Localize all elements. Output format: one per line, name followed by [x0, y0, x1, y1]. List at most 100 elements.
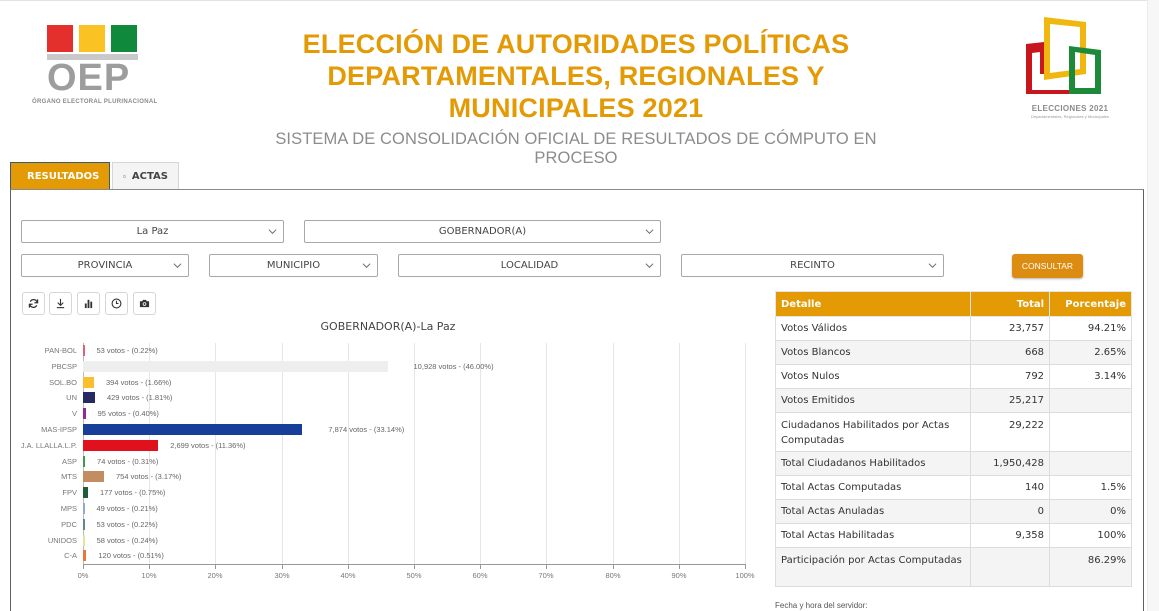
row-label: Votos Blancos: [774, 340, 972, 365]
departamento-select[interactable]: La Paz: [21, 220, 284, 243]
chart-button[interactable]: [77, 292, 100, 315]
oep-logo: OEP ÓRGANO ELECTORAL PLURINACIONAL: [30, 20, 160, 112]
row-percentage: 94.21%: [1049, 316, 1132, 341]
chart-bar[interactable]: [83, 345, 85, 356]
row-total: [970, 547, 1051, 587]
table-row: Total Ciudadanos Habilitados 1,950,428: [774, 451, 1132, 476]
row-percentage: 0%: [1049, 499, 1132, 524]
x-tick-label: 40%: [340, 571, 356, 580]
row-percentage: [1049, 451, 1132, 476]
chart-bar[interactable]: [83, 376, 94, 388]
chart-bar[interactable]: [83, 550, 87, 562]
chart-bar[interactable]: [83, 424, 303, 435]
chart-bar[interactable]: [83, 518, 85, 530]
table-row: Participación por Actas Computadas 86.29%: [774, 547, 1132, 587]
chart-bar[interactable]: [83, 503, 85, 514]
chart-bar[interactable]: [83, 360, 388, 372]
row-total: 23,757: [970, 316, 1051, 341]
table-row: Votos Blancos 668 2.65%: [774, 340, 1132, 365]
chart-bar[interactable]: [83, 439, 159, 451]
tab-bar: RESULTADOS ACTAS: [10, 162, 179, 190]
chevron-down-icon: [645, 263, 654, 269]
chart-bar[interactable]: [83, 534, 85, 546]
chart-bar[interactable]: [83, 392, 95, 404]
category-label: MAS-IPSP: [41, 425, 77, 434]
cargo-value: GOBERNADOR(A): [438, 226, 527, 237]
chevron-down-icon: [928, 263, 937, 269]
gridline: [745, 343, 746, 565]
recinto-select[interactable]: RECINTO: [681, 254, 944, 277]
category-label: ASP: [61, 456, 77, 466]
row-percentage: [1049, 388, 1132, 413]
chart-bar[interactable]: [83, 487, 88, 499]
top-border: [0, 0, 1159, 1]
gridline: [679, 343, 680, 565]
x-tick-label: 20%: [207, 571, 223, 580]
bar-value-label: 95 votos - (0.40%): [97, 409, 159, 419]
consultar-button[interactable]: CONSULTAR: [1012, 254, 1083, 278]
table-row: Total Actas Anuladas 0 0%: [774, 499, 1132, 524]
localidad-select[interactable]: LOCALIDAD: [398, 254, 661, 277]
chart-bar-row: ASP 74 votos - (0.31%): [62, 454, 745, 470]
x-tick: [546, 564, 547, 569]
file-icon: [123, 174, 126, 178]
x-tick: [215, 564, 216, 569]
bar-value-label: 53 votos - (0.22%): [96, 346, 158, 355]
bar-value-label: 177 votos - (0.75%): [99, 488, 166, 498]
x-tick-label: 90%: [671, 571, 687, 580]
bar-value-label: 10,928 votos - (46.00%): [413, 361, 494, 371]
results-panel: [10, 189, 1144, 611]
x-tick: [480, 564, 481, 569]
table-row: Total Actas Habilitadas 9,358 100%: [774, 523, 1132, 548]
bar-value-label: 53 votos - (0.22%): [96, 519, 158, 529]
category-label: C-A: [64, 551, 77, 561]
oep-logo-text: OEP: [47, 57, 131, 99]
chart-bar-row: PDC 53 votos - (0.22%): [61, 517, 745, 533]
provincia-select[interactable]: PROVINCIA: [21, 254, 189, 277]
tab-actas[interactable]: ACTAS: [112, 162, 179, 190]
municipio-select[interactable]: MUNICIPIO: [209, 254, 378, 277]
chart-bar-row: UN 429 votos - (1.81%): [66, 390, 745, 406]
chart-bar[interactable]: [83, 408, 86, 420]
category-label: MTS: [61, 472, 77, 482]
download-button[interactable]: [49, 292, 72, 315]
tab-resultados[interactable]: RESULTADOS: [10, 162, 110, 190]
row-label: Total Actas Anuladas: [774, 499, 972, 524]
scrollbar-track[interactable]: [1147, 0, 1159, 611]
bar-value-label: 754 votos - (3.17%): [115, 472, 182, 482]
x-tick: [282, 564, 283, 569]
category-label: FPV: [62, 488, 77, 498]
bar-value-label: 49 votos - (0.21%): [96, 504, 158, 513]
x-tick: [745, 564, 746, 569]
bar-value-label: 58 votos - (0.24%): [96, 535, 158, 545]
bar-value-label: 120 votos - (0.51%): [98, 551, 164, 561]
bar-value-label: 74 votos - (0.31%): [97, 456, 159, 466]
table-row: Votos Emitidos 25,217: [774, 388, 1132, 413]
category-label: SOL.BO: [49, 377, 77, 387]
refresh-button[interactable]: [22, 292, 45, 315]
table-header-row: Detalle Total Porcentaje: [774, 291, 1132, 317]
chart-bar[interactable]: [83, 455, 86, 467]
row-total: 0: [970, 499, 1051, 524]
x-tick-label: 100%: [735, 571, 755, 580]
row-percentage: [1049, 412, 1132, 452]
chart-bar[interactable]: [83, 471, 104, 483]
oep-color-squares: [47, 25, 137, 52]
column-header-porcentaje: Porcentaje: [1049, 291, 1132, 317]
x-tick: [83, 564, 84, 569]
screenshot-button[interactable]: [133, 292, 156, 315]
row-label: Total Actas Computadas: [774, 475, 972, 500]
row-total: 140: [970, 475, 1051, 500]
bar-value-label: 2,699 votos - (11.36%): [170, 440, 246, 450]
provincia-value: PROVINCIA: [77, 260, 133, 271]
x-tick-label: 70%: [538, 571, 554, 580]
bar-value-label: 429 votos - (1.81%): [106, 393, 173, 403]
x-tick: [414, 564, 415, 569]
row-percentage: 1.5%: [1049, 475, 1132, 500]
cargo-select[interactable]: GOBERNADOR(A): [304, 220, 661, 243]
x-tick-label: 60%: [472, 571, 488, 580]
chart-bar-row: UNIDOS 58 votos - (0.24%): [48, 533, 745, 549]
gridline: [348, 343, 349, 565]
chart-bar-row: J.A. LLALLA.L.P. 2,699 votos - (11.36%): [21, 438, 745, 454]
history-button[interactable]: [105, 292, 128, 315]
